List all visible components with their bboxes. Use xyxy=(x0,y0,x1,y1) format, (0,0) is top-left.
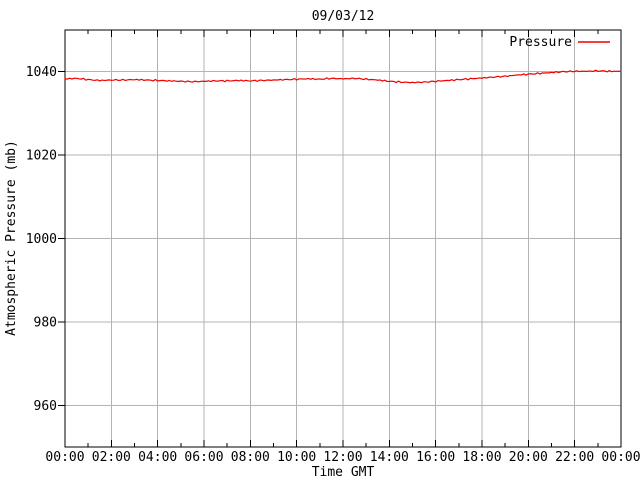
x-tick-label: 02:00 xyxy=(92,450,131,465)
chart-title: 09/03/12 xyxy=(312,9,375,24)
x-tick-label: 16:00 xyxy=(416,450,455,465)
x-tick-label: 22:00 xyxy=(555,450,594,465)
x-tick-label: 18:00 xyxy=(462,450,501,465)
y-tick-labels: 960 980 1000 1020 1040 xyxy=(26,65,57,414)
x-tick-label: 20:00 xyxy=(509,450,548,465)
x-tick-label: 06:00 xyxy=(184,450,223,465)
x-tick-label: 08:00 xyxy=(231,450,270,465)
y-tick-label: 1040 xyxy=(26,65,57,80)
y-tick-label: 960 xyxy=(34,399,57,414)
pressure-line xyxy=(64,69,622,84)
legend: Pressure xyxy=(509,35,610,50)
x-tick-label: 00:00 xyxy=(45,450,84,465)
legend-label: Pressure xyxy=(509,35,572,50)
y-tick-label: 980 xyxy=(34,315,57,330)
plot-border xyxy=(64,29,622,448)
x-tick-label: 10:00 xyxy=(277,450,316,465)
x-axis-label: Time GMT xyxy=(312,465,375,480)
grid-lines xyxy=(65,30,621,447)
x-tick-labels: 00:00 02:00 04:00 06:00 08:00 10:00 12:00 14:00… xyxy=(45,450,640,465)
x-tick-label: 14:00 xyxy=(370,450,409,465)
x-tick-label: 00:00 xyxy=(601,450,640,465)
x-tick-label: 12:00 xyxy=(323,450,362,465)
y-tick-label: 1000 xyxy=(26,232,57,247)
y-tick-label: 1020 xyxy=(26,149,57,164)
y-axis-label: Atmospheric Pressure (mb) xyxy=(4,140,19,336)
x-tick-label: 04:00 xyxy=(138,450,177,465)
